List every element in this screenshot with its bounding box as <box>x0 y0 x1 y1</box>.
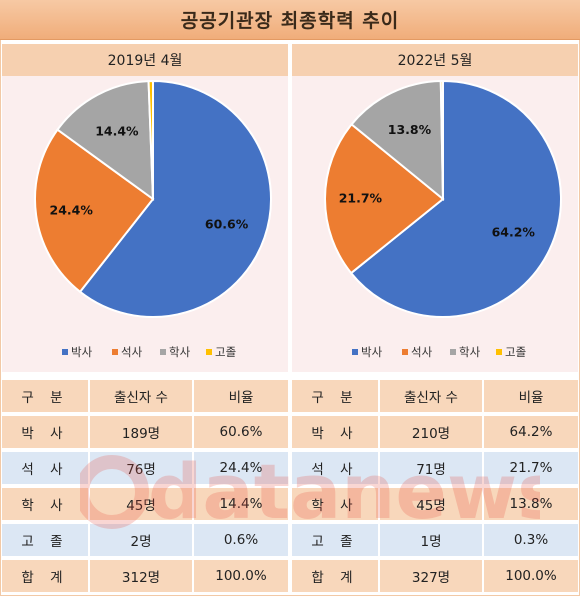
table-row: 학 사 45명 13.8% <box>292 488 578 520</box>
pie-slice-master <box>34 128 155 294</box>
legend-label-highschool: 고졸 <box>505 345 526 359</box>
table-row: 학 사 45명 14.4% <box>2 488 288 520</box>
legend-label-master: 석사 <box>411 345 433 359</box>
table-header-cell: 구 분 <box>2 380 88 412</box>
table-cell: 45명 <box>378 488 482 520</box>
table-header-cell: 구 분 <box>292 380 378 412</box>
pie-slice-doctorate <box>78 79 272 318</box>
table-cell: 312명 <box>88 560 192 592</box>
table-row: 석 사 71명 21.7% <box>292 452 578 484</box>
table-cell: 100.0% <box>482 560 578 592</box>
table-row: 고 졸 1명 0.3% <box>292 524 578 556</box>
table-cell: 0.6% <box>192 524 288 556</box>
table-cell: 합 계 <box>292 560 378 592</box>
table-cell: 고 졸 <box>292 524 378 556</box>
table-row: 합 계 327명 100.0% <box>292 560 578 592</box>
table-cell: 1명 <box>378 524 482 556</box>
table-cell: 327명 <box>378 560 482 592</box>
table-cell: 210명 <box>378 416 482 448</box>
table-cell: 합 계 <box>2 560 88 592</box>
table-header-cell: 비율 <box>192 380 288 412</box>
pie-title-2022: 2022년 5월 <box>292 44 578 76</box>
table-cell: 석 사 <box>292 452 378 484</box>
table-cell: 박 사 <box>292 416 378 448</box>
table-cell: 14.4% <box>192 488 288 520</box>
data-label-master: 24.4% <box>50 202 94 217</box>
legend-label-bachelor: 학사 <box>459 345 481 359</box>
table-row: 합 계 312명 100.0% <box>2 560 288 592</box>
pie-slice-master <box>324 122 445 275</box>
table-cell: 석 사 <box>2 452 88 484</box>
table-cell: 13.8% <box>482 488 578 520</box>
legend-swatch-master <box>402 349 408 355</box>
table-cell: 45명 <box>88 488 192 520</box>
legend-swatch-highschool <box>206 349 212 355</box>
legend-label-highschool: 고졸 <box>215 345 236 359</box>
legend-label-master: 석사 <box>121 345 143 359</box>
table-cell: 100.0% <box>192 560 288 592</box>
table-row: 박 사 210명 64.2% <box>292 416 578 448</box>
table-cell: 2명 <box>88 524 192 556</box>
legend-swatch-bachelor <box>160 349 166 355</box>
pie-slice-highschool <box>439 79 444 200</box>
data-label-doctorate: 60.6% <box>205 216 249 231</box>
legend-label-doctorate: 박사 <box>361 345 383 359</box>
pie-title-2019: 2019년 4월 <box>2 44 288 76</box>
pie-slice-highschool <box>147 79 154 200</box>
legend-swatch-bachelor <box>450 349 456 355</box>
table-cell: 71명 <box>378 452 482 484</box>
table-row: 석 사 76명 24.4% <box>2 452 288 484</box>
table-cell: 학 사 <box>2 488 88 520</box>
pie-slice-bachelor <box>350 80 445 202</box>
table-cell: 21.7% <box>482 452 578 484</box>
table-cell: 64.2% <box>482 416 578 448</box>
data-label-bachelor: 13.8% <box>388 122 432 137</box>
table-header-row: 구 분 출신자 수 비율 <box>2 380 288 412</box>
table-header-row: 구 분 출신자 수 비율 <box>292 380 578 412</box>
data-label-doctorate: 64.2% <box>492 225 536 240</box>
table-row: 박 사 189명 60.6% <box>2 416 288 448</box>
table-cell: 0.3% <box>482 524 578 556</box>
legend-swatch-highschool <box>496 349 502 355</box>
table-header-cell: 출신자 수 <box>88 380 192 412</box>
table-header-cell: 비율 <box>482 380 578 412</box>
table-cell: 학 사 <box>292 488 378 520</box>
data-label-master: 21.7% <box>339 191 383 206</box>
table-row: 고 졸 2명 0.6% <box>2 524 288 556</box>
pie-slice-doctorate <box>349 79 562 318</box>
legend-swatch-doctorate <box>62 349 68 355</box>
legend-swatch-doctorate <box>352 349 358 355</box>
pie-slice-bachelor <box>56 80 155 202</box>
table-cell: 24.4% <box>192 452 288 484</box>
data-label-bachelor: 14.4% <box>95 123 139 138</box>
table-cell: 189명 <box>88 416 192 448</box>
table-cell: 고 졸 <box>2 524 88 556</box>
legend-label-doctorate: 박사 <box>71 345 93 359</box>
table-cell: 박 사 <box>2 416 88 448</box>
legend-label-bachelor: 학사 <box>169 345 191 359</box>
table-cell: 60.6% <box>192 416 288 448</box>
legend-swatch-master <box>112 349 118 355</box>
figure-title: 공공기관장 최종학력 추이 <box>0 0 580 40</box>
table-cell: 76명 <box>88 452 192 484</box>
table-header-cell: 출신자 수 <box>378 380 482 412</box>
